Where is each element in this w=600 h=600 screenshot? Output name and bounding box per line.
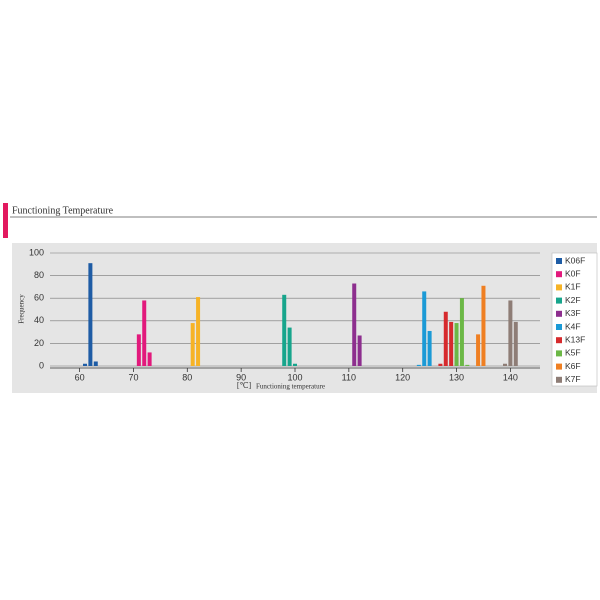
bar <box>93 361 98 366</box>
legend-label: K5F <box>565 348 581 358</box>
x-tick-label: 80 <box>182 372 192 382</box>
bar <box>503 363 507 366</box>
bar <box>352 283 357 366</box>
bar <box>459 298 464 366</box>
section-title: Functioning Temperature <box>12 205 114 216</box>
bar <box>147 352 152 366</box>
x-tick-label: 60 <box>75 372 85 382</box>
legend-label: K3F <box>565 308 581 318</box>
legend-swatch <box>556 258 562 264</box>
x-tick-label: 130 <box>449 372 464 382</box>
legend-swatch <box>556 271 562 278</box>
bar <box>83 363 87 366</box>
bar <box>465 364 470 366</box>
legend-label: K2F <box>565 295 581 305</box>
bar <box>427 330 432 366</box>
bar <box>443 311 448 366</box>
x-tick-label: 90 <box>236 372 246 382</box>
legend-swatch <box>556 337 562 344</box>
bar <box>136 334 141 366</box>
bar <box>196 297 201 366</box>
bar <box>481 285 486 366</box>
x-tick-label: 70 <box>128 372 138 382</box>
x-tick-label: 100 <box>287 372 302 382</box>
x-tick-label: 110 <box>342 372 356 382</box>
legend-swatch <box>556 324 562 330</box>
bar <box>508 300 513 366</box>
legend-label: K7F <box>565 374 581 384</box>
bar <box>513 321 518 366</box>
y-tick-label: 40 <box>34 315 44 325</box>
x-axis-label: Functioning temperature <box>256 383 325 391</box>
bar <box>357 335 362 366</box>
bar <box>476 334 481 366</box>
bar <box>438 363 443 366</box>
legend-swatch <box>556 376 562 383</box>
x-tick-label: 120 <box>395 372 410 382</box>
bar <box>287 327 292 366</box>
legend-label: K06F <box>565 255 585 265</box>
legend-label: K0F <box>565 268 581 278</box>
bar <box>282 294 287 366</box>
legend-label: K1F <box>565 282 581 292</box>
legend-swatch <box>556 284 562 291</box>
legend-label: K4F <box>565 321 581 331</box>
legend-swatch <box>556 297 562 304</box>
bar <box>142 300 147 366</box>
legend-label: K13F <box>565 334 585 344</box>
y-tick-label: 100 <box>29 247 44 257</box>
legend-swatch <box>556 310 562 317</box>
bar <box>190 323 195 366</box>
y-tick-label: 0 <box>39 360 44 370</box>
bar <box>88 263 93 366</box>
bar <box>422 291 427 366</box>
x-axis-unit: [℃] <box>237 381 252 390</box>
legend-swatch <box>556 350 562 357</box>
bar <box>293 363 297 366</box>
legend-label: K6F <box>565 361 581 371</box>
bar <box>416 364 421 366</box>
section-marker <box>3 203 8 238</box>
x-tick-label: 140 <box>503 372 518 382</box>
bar <box>454 323 459 366</box>
y-tick-label: 80 <box>34 270 44 280</box>
y-axis-label: Frequency <box>18 294 26 324</box>
legend-swatch <box>556 363 562 370</box>
bar <box>449 321 454 366</box>
y-tick-label: 20 <box>34 338 44 348</box>
y-tick-label: 60 <box>34 293 44 303</box>
